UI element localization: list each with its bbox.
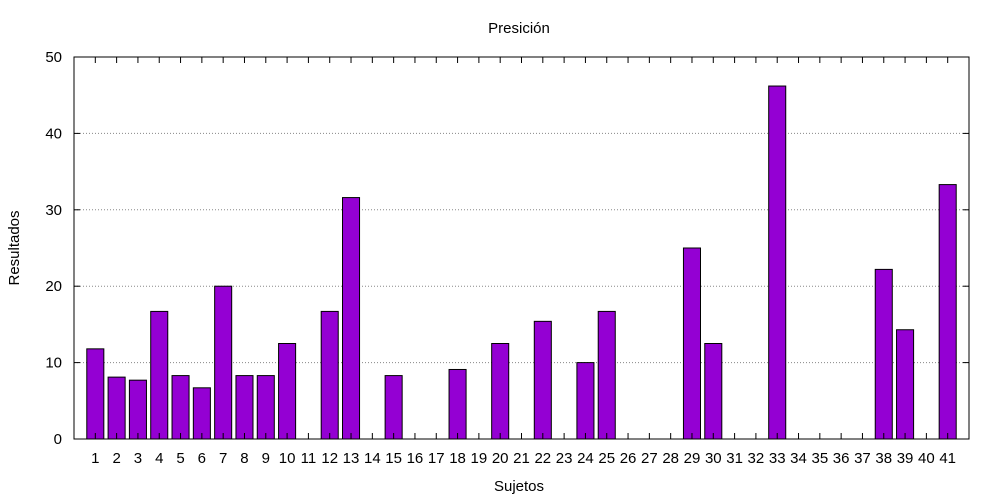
y-axis-label: Resultados bbox=[6, 210, 23, 285]
x-tick-label: 22 bbox=[534, 450, 551, 467]
x-tick-label: 39 bbox=[897, 450, 914, 467]
bar bbox=[682, 247, 702, 440]
x-tick-label: 27 bbox=[641, 450, 658, 467]
x-tick-label: 21 bbox=[513, 450, 530, 467]
x-tick-label: 6 bbox=[198, 450, 206, 467]
x-tick-label: 29 bbox=[684, 450, 701, 467]
bar bbox=[342, 197, 361, 440]
bar bbox=[576, 362, 595, 440]
x-tick-label: 24 bbox=[577, 450, 594, 467]
y-tick-label: 0 bbox=[54, 431, 62, 448]
bar bbox=[491, 343, 510, 440]
x-tick-label: 18 bbox=[449, 450, 466, 467]
x-tick-label: 3 bbox=[134, 450, 142, 467]
x-tick-label: 30 bbox=[705, 450, 722, 467]
x-tick-label: 23 bbox=[556, 450, 573, 467]
bar bbox=[896, 329, 915, 440]
x-tick-label: 35 bbox=[811, 450, 828, 467]
y-tick-label: 40 bbox=[45, 125, 62, 142]
x-tick-label: 40 bbox=[918, 450, 935, 467]
x-tick-label: 2 bbox=[112, 450, 120, 467]
y-tick-label: 30 bbox=[45, 202, 62, 219]
x-tick-label: 11 bbox=[301, 450, 317, 467]
y-tick-label: 10 bbox=[45, 355, 62, 372]
bar bbox=[448, 368, 467, 440]
x-tick-label: 15 bbox=[385, 450, 402, 467]
plot-frame bbox=[73, 56, 970, 440]
bar bbox=[171, 375, 190, 440]
chart-title: Presición bbox=[488, 20, 550, 37]
x-axis-label: Sujetos bbox=[494, 478, 544, 495]
x-tick-label: 25 bbox=[598, 450, 615, 467]
x-tick-label: 8 bbox=[240, 450, 248, 467]
y-tick-label: 20 bbox=[45, 278, 62, 295]
x-tick-label: 1 bbox=[91, 450, 99, 467]
bar bbox=[597, 310, 616, 440]
x-tick-label: 12 bbox=[321, 450, 338, 467]
x-tick-label: 28 bbox=[662, 450, 679, 467]
x-tick-label: 41 bbox=[939, 450, 956, 467]
x-tick-label: 36 bbox=[833, 450, 850, 467]
bar bbox=[278, 343, 297, 440]
x-tick-label: 26 bbox=[620, 450, 637, 467]
x-axis-ticks: 1 2 3 4 5 6 7 8 9 10 11 12 13 14 15 16 17 18 19 20 21 22 23 24 2… bbox=[91, 57, 956, 467]
bar bbox=[128, 379, 147, 440]
x-tick-label: 34 bbox=[790, 450, 807, 467]
y-axis-ticks: 0 10 20 30 40 50 bbox=[45, 49, 969, 448]
bar bbox=[938, 184, 957, 440]
bar bbox=[107, 376, 126, 440]
x-tick-label: 19 bbox=[471, 450, 488, 467]
gridlines bbox=[74, 132, 969, 364]
x-tick-label: 4 bbox=[155, 450, 163, 467]
bar bbox=[192, 387, 211, 440]
x-tick-label: 31 bbox=[726, 450, 743, 467]
x-tick-label: 17 bbox=[428, 450, 445, 467]
bar bbox=[86, 348, 105, 440]
x-tick-label: 7 bbox=[219, 450, 227, 467]
x-tick-label: 5 bbox=[176, 450, 184, 467]
bar bbox=[150, 310, 169, 440]
bar bbox=[704, 343, 723, 440]
x-tick-label: 16 bbox=[407, 450, 424, 467]
x-tick-label: 14 bbox=[364, 450, 381, 467]
x-tick-label: 37 bbox=[854, 450, 871, 467]
bar bbox=[768, 85, 787, 440]
bars bbox=[86, 85, 957, 440]
x-tick-label: 33 bbox=[769, 450, 786, 467]
x-tick-label: 38 bbox=[875, 450, 892, 467]
bar bbox=[384, 375, 403, 440]
y-tick-label: 50 bbox=[45, 49, 62, 66]
bar bbox=[256, 375, 275, 440]
x-tick-label: 20 bbox=[492, 450, 509, 467]
bar bbox=[214, 285, 233, 440]
x-tick-label: 32 bbox=[748, 450, 765, 467]
bar bbox=[874, 268, 893, 440]
x-tick-label: 10 bbox=[279, 450, 296, 467]
x-tick-label: 13 bbox=[343, 450, 360, 467]
x-tick-label: 9 bbox=[262, 450, 270, 467]
bar bbox=[533, 320, 552, 440]
bar bbox=[320, 310, 339, 440]
bar bbox=[235, 375, 254, 440]
